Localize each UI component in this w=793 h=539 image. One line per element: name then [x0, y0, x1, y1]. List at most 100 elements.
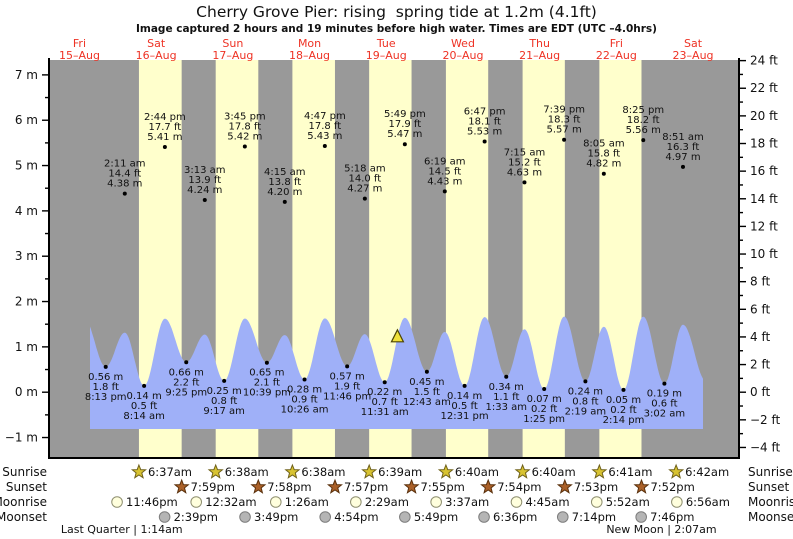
- tide-label-line: 15.2 ft: [508, 157, 541, 168]
- tide-label-line: 0.07 m: [527, 394, 562, 405]
- low-tide-point: [542, 387, 547, 392]
- tide-label-line: 17.8 ft: [228, 122, 261, 133]
- high-tide-point: [562, 137, 567, 142]
- tide-label-line: 12:43 am: [403, 397, 451, 408]
- day-labels: Fri15–AugSat16–AugSun17–AugMon18–AugTue1…: [59, 37, 714, 62]
- moonset-time: 6:36pm: [493, 510, 537, 524]
- tide-label-line: 0.45 m: [409, 377, 444, 388]
- moonrise-time: 12:32am: [205, 495, 256, 509]
- tide-label-line: 0.22 m: [367, 387, 402, 398]
- day-label-weekday: Fri: [73, 37, 86, 50]
- tide-label-line: 8:14 am: [123, 411, 165, 422]
- moon-phase-annotation: Last Quarter | 1:14am: [61, 523, 183, 536]
- axis-tick-label: 20 ft: [750, 109, 778, 123]
- tide-label-line: 4.27 m: [347, 184, 382, 195]
- sunset-time: 7:54pm: [497, 480, 541, 494]
- tide-label-line: 9:17 am: [203, 406, 245, 417]
- tide-label-line: 5.43 m: [307, 131, 342, 142]
- day-label-date: 21–Aug: [519, 49, 560, 62]
- high-tide-point: [680, 164, 685, 169]
- tide-label-line: 4.63 m: [507, 167, 542, 178]
- tide-label-line: 3:13 am: [184, 165, 226, 176]
- low-tide-point: [345, 364, 350, 369]
- tide-label-line: 0.5 ft: [451, 401, 477, 412]
- low-tide-label: 0.66 m2.2 ft9:25 pm: [165, 360, 207, 398]
- low-tide-point: [504, 374, 509, 379]
- chart-title: Cherry Grove Pier: rising spring tide at…: [196, 3, 597, 21]
- tide-label-line: 0.9 ft: [291, 395, 317, 406]
- moonset-circle: [399, 511, 411, 523]
- tide-label-line: 4.38 m: [107, 179, 142, 190]
- tide-label-line: 0.28 m: [287, 385, 322, 396]
- tide-label-line: 6:19 am: [424, 156, 466, 167]
- tide-label-line: 1.5 ft: [414, 387, 440, 398]
- tide-label-line: 0.19 m: [647, 389, 682, 400]
- left-axis-ticks: −1 m 0 m 1 m 2 m 3 m 4 m 5 m 6 m 7 m: [5, 68, 49, 445]
- sunset-row-label-right: Sunset: [748, 480, 789, 494]
- tide-label-line: 0.5 ft: [131, 401, 157, 412]
- tide-label-line: 2.2 ft: [173, 377, 199, 388]
- day-label-date: 19–Aug: [366, 49, 407, 62]
- tide-label-line: 0.6 ft: [651, 399, 677, 410]
- moonset-time: 5:49pm: [414, 510, 458, 524]
- tide-label-line: 16.3 ft: [667, 142, 700, 153]
- high-tide-point: [362, 196, 367, 201]
- sunset-star: [633, 478, 650, 494]
- low-tide-point: [302, 377, 307, 382]
- tide-label-line: 0.14 m: [447, 391, 482, 402]
- low-tide-point: [583, 379, 588, 384]
- axis-tick-label: 6 ft: [750, 302, 770, 316]
- tide-label-line: 0.34 m: [489, 382, 524, 393]
- axis-tick-label: 6 m: [15, 113, 38, 127]
- tide-label-line: 5.53 m: [467, 127, 502, 138]
- tide-label-line: 11:46 pm: [323, 391, 371, 402]
- tide-label-line: 5.57 m: [547, 125, 582, 136]
- sunrise-row-label-left: Sunrise: [2, 465, 47, 479]
- right-axis-ticks: −4 ft −2 ft 0 ft 2 ft 4 ft 6 ft 8 ft 10 ft 12 ft…: [739, 54, 781, 454]
- sunset-time: 7:58pm: [267, 480, 311, 494]
- tide-label-line: 2.1 ft: [254, 378, 280, 389]
- low-tide-point: [382, 380, 387, 385]
- tide-label-line: 0.66 m: [169, 367, 204, 378]
- tide-label-line: 8:51 am: [662, 132, 704, 143]
- high-tide-point: [242, 144, 247, 149]
- tide-label-line: 5.56 m: [626, 125, 661, 136]
- moonset-time: 2:39pm: [174, 510, 218, 524]
- tide-label-line: 14.0 ft: [348, 174, 381, 185]
- high-tide-point: [641, 138, 646, 143]
- tide-label-line: 10:26 am: [281, 405, 329, 416]
- tide-label-line: 4:15 am: [264, 167, 306, 178]
- moonrise-circle: [671, 496, 683, 508]
- moonset-row: Moonset Moonset 2:39pm 3:49pm 4:54pm 5:49pm 6:…: [0, 510, 793, 524]
- low-tide-label: 0.25 m0.8 ft9:17 am: [203, 378, 245, 417]
- chart-subtitle: Image captured 2 hours and 19 minutes be…: [136, 23, 657, 35]
- sunrise-star: [284, 463, 301, 479]
- moonrise-circle: [111, 496, 123, 508]
- moonrise-time: 11:46pm: [126, 495, 178, 509]
- sunrise-star: [668, 463, 685, 479]
- high-tide-point: [122, 191, 127, 196]
- axis-tick-label: −4 ft: [750, 440, 781, 454]
- tide-label-line: 4.82 m: [586, 159, 621, 170]
- day-label-date: 22–Aug: [596, 49, 637, 62]
- moonrise-row-label-right: Moonrise: [748, 495, 793, 509]
- axis-tick-label: 7 m: [15, 68, 38, 82]
- axis-tick-label: 18 ft: [750, 137, 778, 151]
- sunrise-star: [514, 463, 531, 479]
- tide-label-line: 8:25 pm: [622, 105, 664, 116]
- sunset-star: [173, 478, 190, 494]
- tide-label-line: 9:25 pm: [165, 387, 207, 398]
- sunset-time: 7:52pm: [650, 480, 694, 494]
- tide-label-line: 0.8 ft: [572, 396, 598, 407]
- moonrise-time: 1:26am: [285, 495, 329, 509]
- sunset-row: Sunset Sunset 7:59pm 7:58pm 7:57pm 7:55pm 7:54…: [6, 478, 789, 494]
- tide-label-line: 17.7 ft: [149, 122, 182, 133]
- tide-label-line: 3:02 am: [644, 409, 686, 420]
- moonrise-circle: [430, 496, 442, 508]
- tide-label-line: 4:47 pm: [304, 111, 346, 122]
